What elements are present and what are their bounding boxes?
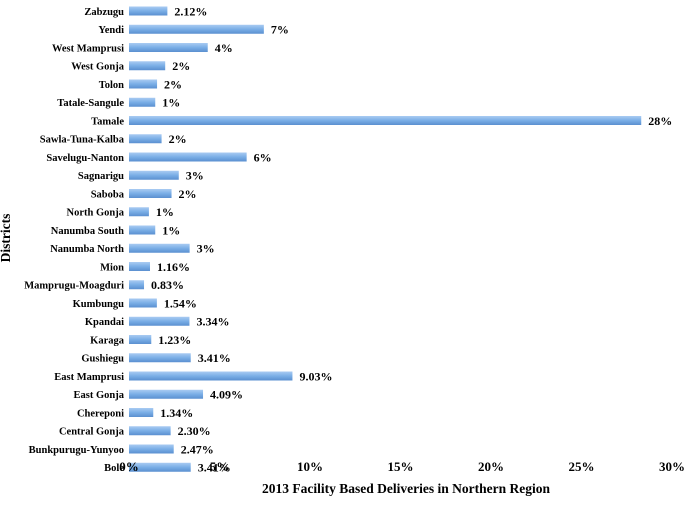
- bar: [129, 6, 168, 16]
- category-label: Saboba: [91, 189, 125, 200]
- data-label: 2%: [164, 77, 182, 91]
- category-label: Nanumba North: [50, 244, 124, 255]
- data-labels: 2.12% 7% 4% 2% 2% 1% 28% 2% 6% 3% 2% 1% 1% 3% 1.16% 0.8…: [151, 4, 672, 474]
- data-label: 1%: [156, 205, 174, 219]
- bar: [129, 408, 154, 417]
- bar: [129, 134, 162, 144]
- data-label: 0.83%: [151, 278, 184, 292]
- category-label: North Gonja: [67, 208, 125, 219]
- category-label: Karaga: [90, 335, 125, 346]
- y-axis-title: Districts: [0, 214, 13, 263]
- data-label: 2%: [179, 187, 197, 201]
- data-label: 7%: [271, 23, 289, 37]
- category-label: Savelugu-Nanton: [46, 153, 124, 164]
- data-label: 1.16%: [157, 260, 190, 274]
- bars-layer: [129, 6, 642, 472]
- data-label: 3%: [186, 169, 204, 183]
- category-label: Tolon: [99, 80, 124, 91]
- category-label: West Mamprusi: [52, 43, 124, 54]
- category-label: Sawla-Tuna-Kalba: [40, 135, 125, 146]
- data-label: 1.54%: [164, 296, 197, 310]
- data-label: 2%: [172, 59, 190, 73]
- data-label: 4%: [215, 41, 233, 55]
- bar: [129, 61, 166, 71]
- category-label: Bunkpurugu-Yunyoo: [29, 445, 124, 456]
- data-label: 3.34%: [196, 315, 229, 329]
- bar: [129, 389, 204, 399]
- data-label: 3.41%: [198, 351, 231, 365]
- bar: [129, 79, 158, 89]
- bar: [129, 280, 145, 290]
- bar: [129, 207, 149, 217]
- bar: [129, 189, 172, 198]
- bar: [129, 371, 293, 381]
- x-tick-label: 0%: [119, 459, 139, 474]
- bar: [129, 24, 264, 34]
- data-label: 2.30%: [178, 424, 211, 438]
- category-label: Bole: [104, 463, 124, 474]
- data-label: 9.03%: [299, 369, 332, 383]
- bar: [129, 426, 171, 436]
- category-labels: Zabzugu Yendi West Mamprusi West Gonja Tolon…: [24, 7, 124, 474]
- bar: [129, 444, 174, 454]
- x-tick-label: 30%: [659, 459, 685, 474]
- data-label: 1.23%: [158, 333, 191, 347]
- x-tick-labels: 0% 5% 10% 15% 20% 25% 30%: [119, 459, 685, 474]
- bar: [129, 225, 156, 235]
- bar: [129, 353, 191, 363]
- category-label: East Mamprusi: [54, 372, 124, 383]
- category-label: West Gonja: [71, 62, 125, 73]
- data-label: 2.47%: [181, 442, 214, 456]
- bar: [129, 262, 150, 271]
- data-label: 1.34%: [160, 406, 193, 420]
- x-axis-title: 2013 Facility Based Deliveries in Northe…: [262, 481, 550, 496]
- category-label: Nanumba South: [51, 226, 124, 237]
- category-label: Mion: [100, 262, 124, 273]
- bar: [129, 116, 642, 125]
- category-label: Kpandai: [85, 317, 124, 328]
- bar: [129, 335, 152, 344]
- data-label: 1%: [162, 223, 180, 237]
- x-tick-label: 25%: [569, 459, 595, 474]
- category-label: Tatale-Sangule: [57, 98, 124, 109]
- bar: [129, 243, 190, 253]
- data-label: 2.12%: [174, 4, 207, 18]
- bar: [129, 298, 157, 308]
- data-label: 3%: [197, 242, 215, 256]
- category-label: Gushiegu: [81, 354, 124, 365]
- category-label: Tamale: [91, 116, 124, 127]
- bar: [129, 43, 208, 52]
- bar: [129, 462, 191, 472]
- bar: [129, 316, 190, 326]
- x-tick-label: 5%: [210, 459, 230, 474]
- category-label: Chereponi: [77, 408, 124, 419]
- bar: [129, 170, 179, 180]
- category-label: East Gonja: [74, 390, 125, 401]
- data-label: 2%: [169, 132, 187, 146]
- category-label: Yendi: [98, 25, 124, 36]
- data-label: 6%: [254, 150, 272, 164]
- data-label: 4.09%: [210, 388, 243, 402]
- data-label: 3.41%: [198, 461, 231, 475]
- category-label: Sagnarigu: [78, 171, 124, 182]
- bar: [129, 152, 247, 162]
- x-tick-label: 10%: [297, 459, 323, 474]
- category-label: Kumbungu: [73, 299, 125, 310]
- x-tick-label: 15%: [388, 459, 414, 474]
- category-label: Zabzugu: [84, 7, 124, 18]
- category-label: Mamprugu-Moagduri: [24, 281, 124, 292]
- data-label: 1%: [162, 96, 180, 110]
- x-tick-label: 20%: [478, 459, 504, 474]
- data-label: 28%: [648, 114, 672, 128]
- bar: [129, 97, 156, 107]
- category-label: Central Gonja: [59, 427, 125, 438]
